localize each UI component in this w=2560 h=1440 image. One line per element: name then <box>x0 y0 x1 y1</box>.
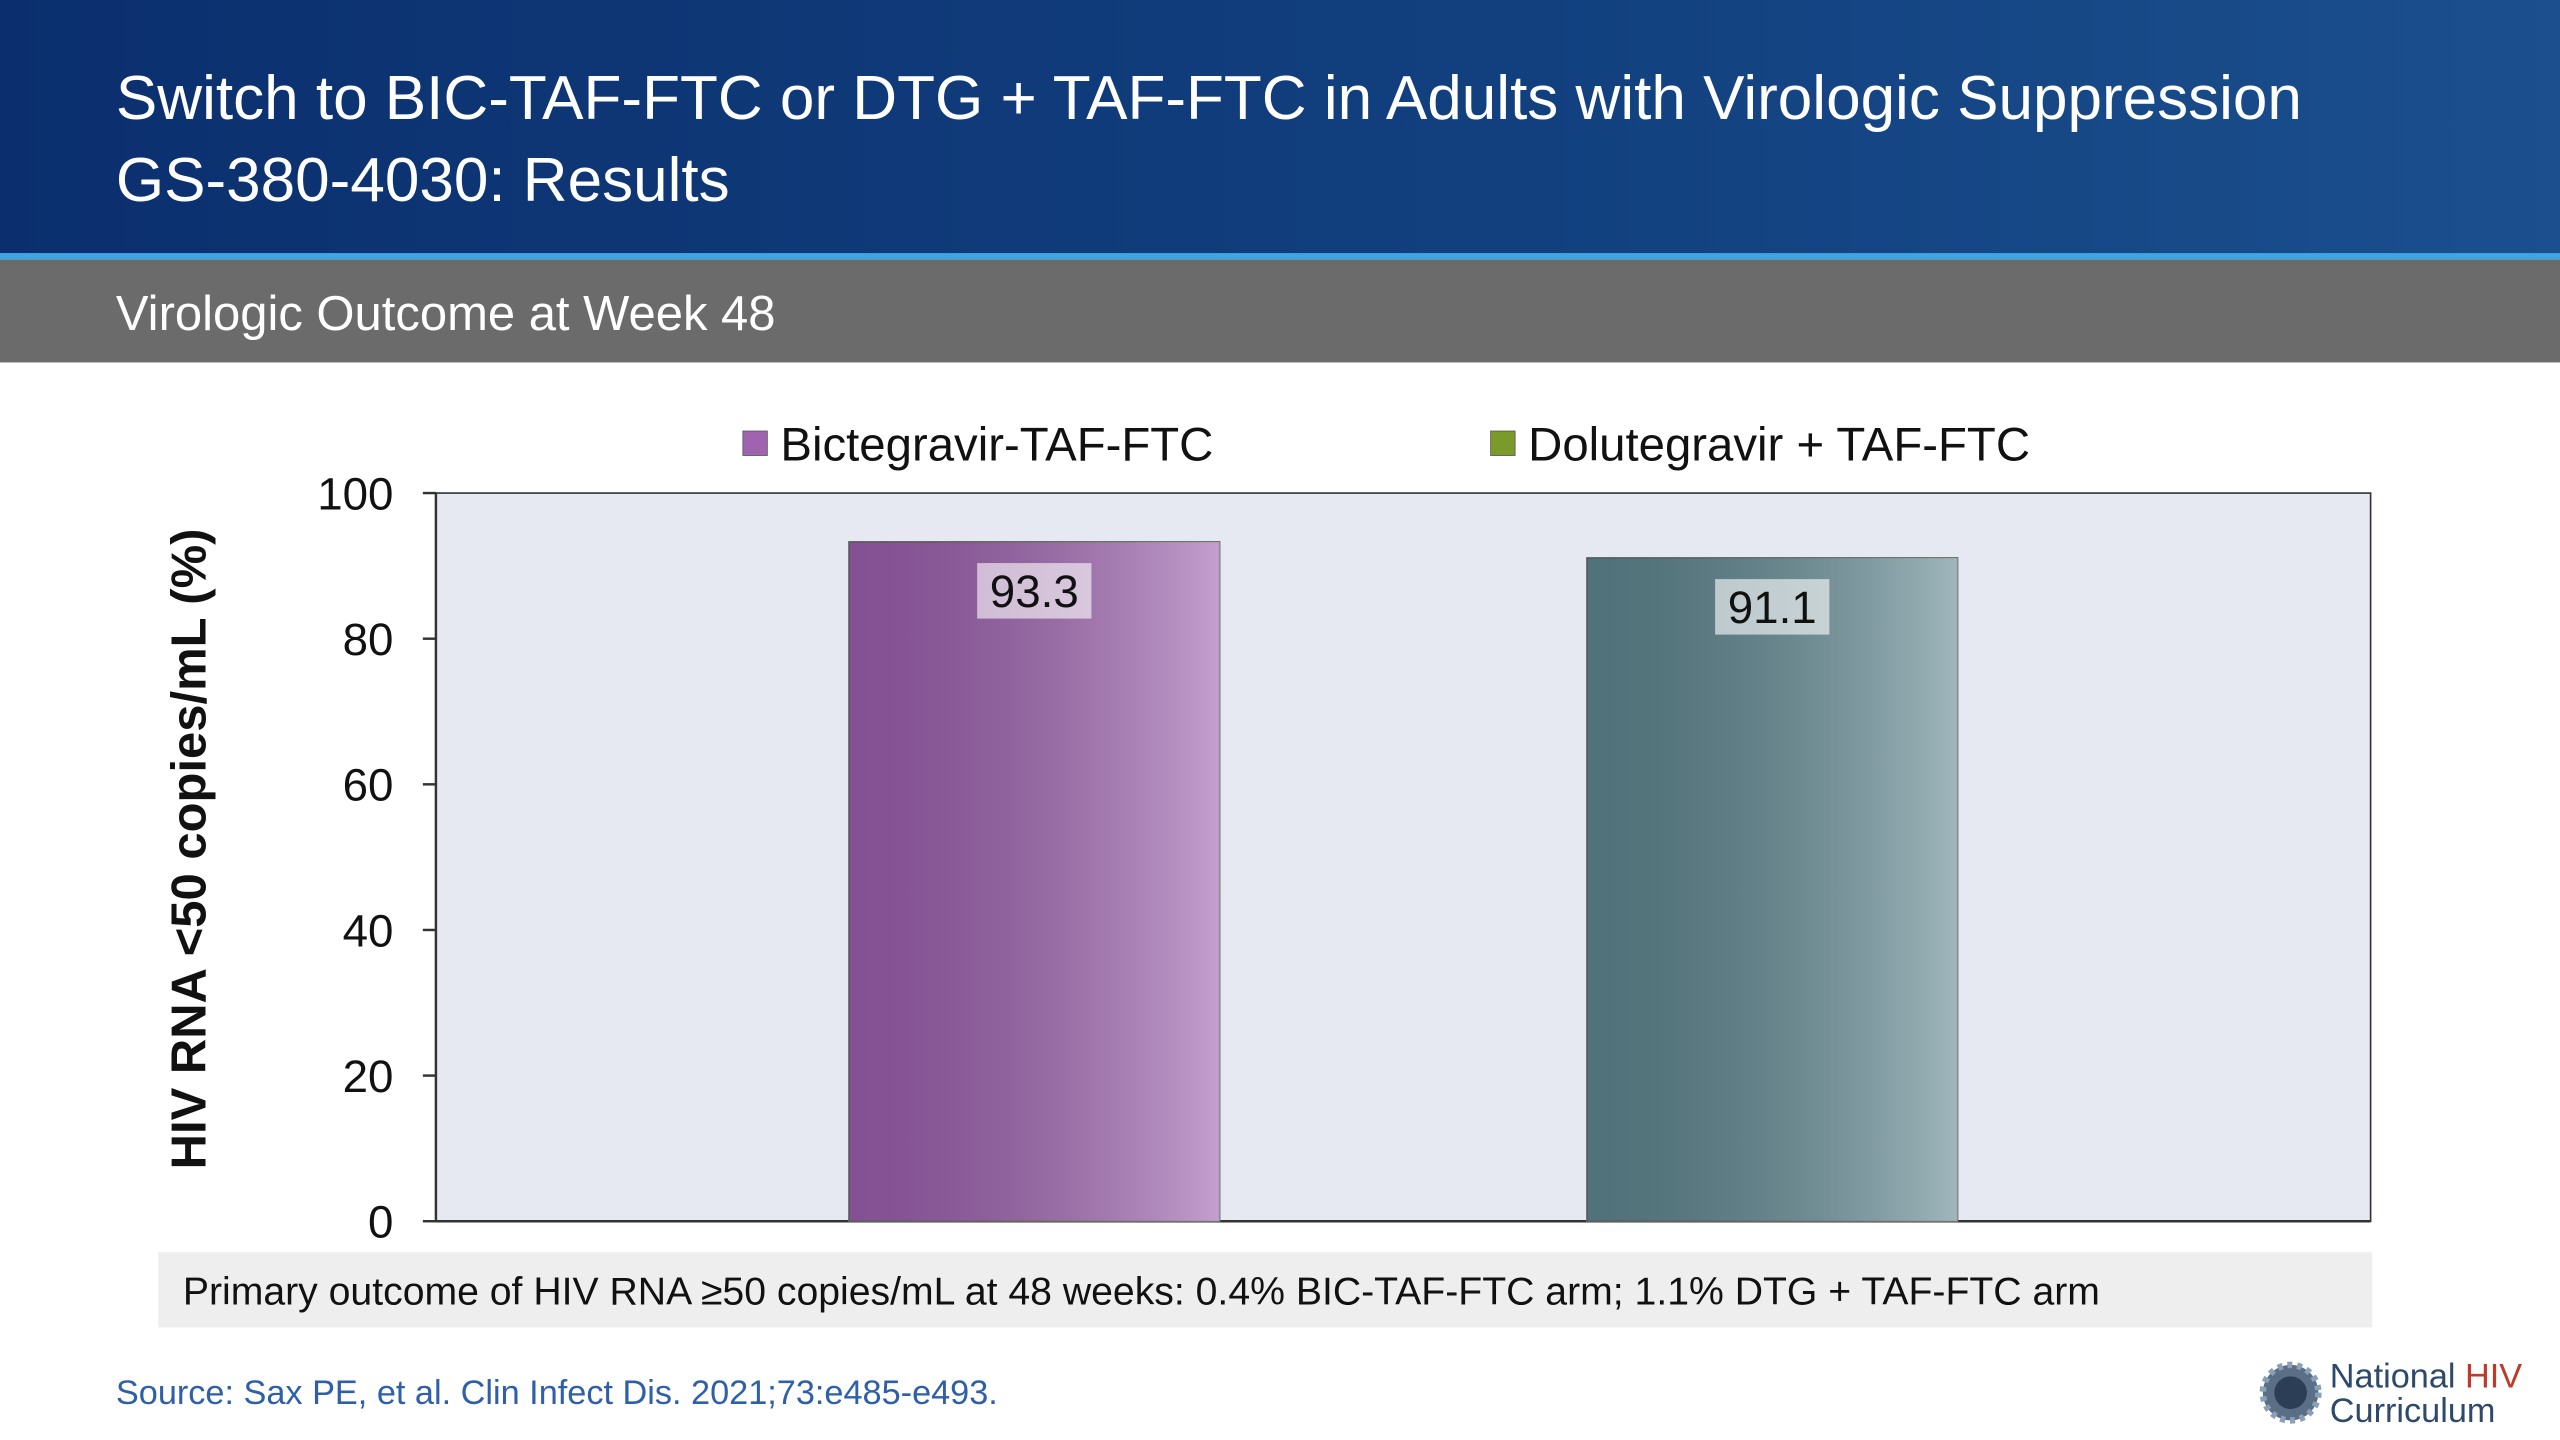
logo-text: National HIV <box>2330 1358 2523 1396</box>
title-line: GS-380-4030: Results <box>116 146 730 215</box>
legend-marker <box>742 430 768 456</box>
subtitle-band <box>0 259 2560 363</box>
bar-shade <box>1586 557 1958 1222</box>
bar-label: 91.1 <box>1728 582 1817 633</box>
logo-icon-core <box>2274 1376 2307 1409</box>
logo-text: Curriculum <box>2330 1392 2496 1430</box>
y-tick-label: 100 <box>317 468 393 519</box>
source: Source: Sax PE, et al. Clin Infect Dis. … <box>116 1374 998 1412</box>
header-band <box>0 0 2560 255</box>
y-tick-label: 60 <box>343 760 394 811</box>
bar-shade <box>848 541 1220 1222</box>
chart: 0 20 40 60 80 100 HIV RNA <50 copies/mL (%) Bic… <box>163 418 2372 1248</box>
y-tick-label: 20 <box>343 1051 394 1102</box>
footnote-box <box>158 1252 2373 1328</box>
title-line: Switch to BIC-TAF-FTC or DTG + TAF-FTC i… <box>116 64 2302 133</box>
logo-word: HIV <box>2465 1358 2522 1396</box>
header-rule <box>0 253 2560 260</box>
y-tick-label: 0 <box>368 1197 393 1248</box>
logo: National HIV Curriculum <box>2259 1358 2523 1430</box>
bar-label-box <box>977 563 1092 619</box>
legend-marker <box>1490 430 1516 456</box>
bar-label-box <box>1715 579 1830 635</box>
legend-label: Bictegravir-TAF-FTC <box>780 418 1213 471</box>
y-tick-label: 80 <box>343 614 394 665</box>
plot-area <box>435 492 2372 1223</box>
legend-label: Dolutegravir + TAF-FTC <box>1528 418 2030 471</box>
subtitle: Virologic Outcome at Week 48 <box>116 287 776 341</box>
y-tick-label: 40 <box>343 905 394 956</box>
y-axis-label: HIV RNA <50 copies/mL (%) <box>163 529 217 1170</box>
bar-label: 93.3 <box>990 566 1079 617</box>
logo-word: National <box>2330 1358 2456 1396</box>
footnote: Primary outcome of HIV RNA ≥50 copies/mL… <box>183 1270 2100 1313</box>
